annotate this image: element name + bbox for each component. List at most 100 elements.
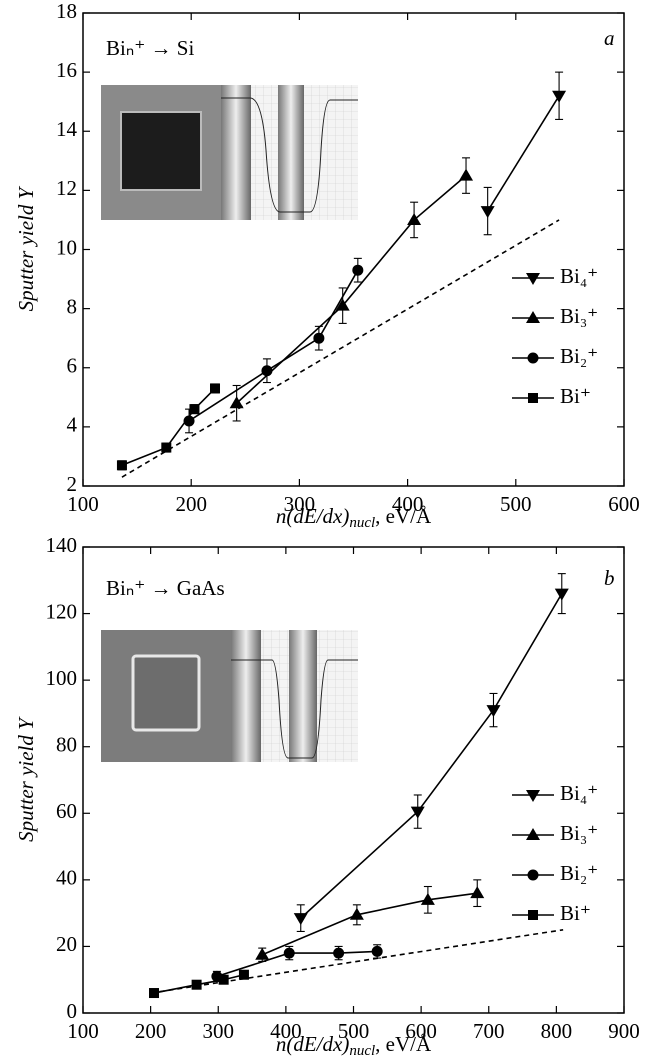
y-axis-label: Sputter yield Y	[14, 716, 38, 842]
y-tick-label: 6	[67, 354, 78, 378]
y-tick-label: 20	[56, 932, 77, 956]
marker	[189, 404, 200, 415]
marker	[211, 970, 223, 982]
marker	[349, 907, 364, 920]
x-label-sub: nucl	[349, 515, 375, 531]
marker	[526, 790, 540, 802]
series-line	[300, 593, 563, 919]
annotation: Biₙ⁺ → GaAs	[106, 576, 225, 600]
plot-frame	[82, 12, 625, 487]
marker	[352, 264, 364, 276]
fit-line	[150, 928, 564, 994]
marker	[149, 988, 160, 999]
x-label-sub: nucl	[349, 1043, 375, 1059]
marker	[335, 298, 350, 311]
y-tick-label: 8	[67, 294, 78, 318]
marker	[527, 869, 539, 881]
x-axis-label: n(dE/dx)nucl, eV/Å	[276, 504, 432, 532]
x-tick-label: 200	[135, 1019, 167, 1043]
marker	[480, 206, 495, 219]
marker	[371, 945, 383, 957]
y-tick-label: 10	[56, 235, 77, 259]
y-tick-label: 16	[56, 58, 77, 82]
x-tick-label: 400	[270, 1019, 302, 1043]
legend-label: Bi₃⁺	[560, 304, 598, 328]
y-axis-label: Sputter yield Y	[14, 185, 38, 311]
legend-label: Bi₃⁺	[560, 821, 598, 845]
x-tick-label: 400	[392, 492, 424, 516]
marker	[407, 212, 422, 225]
marker	[283, 947, 295, 959]
annotation: Biₙ⁺ → Si	[106, 36, 194, 60]
marker	[210, 383, 221, 394]
marker	[528, 393, 538, 403]
legend-label: Bi⁺	[560, 901, 591, 925]
x-tick-label: 500	[500, 492, 532, 516]
y-tick-label: 40	[56, 866, 77, 890]
series-line	[153, 973, 245, 994]
x-tick-label: 300	[203, 1019, 235, 1043]
x-label-main: n(dE/dx)	[276, 1032, 349, 1056]
y-tick-label: 14	[56, 117, 78, 141]
x-label-unit: , eV/Å	[375, 1032, 432, 1056]
y-tick-label: 120	[46, 599, 78, 623]
legend-label: Bi⁺	[560, 384, 591, 408]
x-tick-label: 100	[67, 492, 99, 516]
x-tick-label: 600	[608, 492, 640, 516]
series-line	[486, 95, 560, 212]
fit-line	[121, 219, 560, 478]
x-tick-label: 100	[67, 1019, 99, 1043]
series-line	[236, 174, 467, 404]
y-tick-label: 140	[46, 533, 78, 557]
x-label-unit: , eV/Å	[375, 504, 432, 528]
x-tick-label: 600	[405, 1019, 437, 1043]
panel-letter: b	[604, 566, 615, 590]
x-tick-label: 200	[175, 492, 207, 516]
marker	[552, 90, 567, 103]
marker	[161, 442, 172, 453]
marker	[333, 947, 345, 959]
marker	[116, 460, 127, 471]
legend-label: Bi₂⁺	[560, 344, 598, 368]
legend-label: Bi₄⁺	[560, 264, 598, 288]
marker	[293, 913, 308, 926]
inset-image	[101, 85, 358, 220]
marker	[554, 588, 569, 601]
y-tick-label: 12	[56, 176, 77, 200]
marker	[191, 979, 202, 990]
y-tick-label: 18	[56, 0, 77, 23]
x-axis-label: n(dE/dx)nucl, eV/Å	[276, 1032, 432, 1060]
series-line	[188, 269, 359, 422]
panel-letter: a	[604, 26, 615, 50]
marker	[526, 273, 540, 285]
y-tick-label: 80	[56, 733, 77, 757]
marker	[183, 415, 195, 427]
marker	[255, 947, 270, 960]
x-tick-label: 300	[284, 492, 316, 516]
x-tick-label: 700	[473, 1019, 505, 1043]
x-tick-label: 900	[608, 1019, 640, 1043]
plot-frame	[82, 546, 625, 1014]
x-tick-label: 500	[338, 1019, 370, 1043]
y-tick-label: 0	[67, 999, 78, 1023]
x-label-main: n(dE/dx)	[276, 504, 349, 528]
marker	[527, 352, 539, 364]
x-tick-label: 800	[541, 1019, 573, 1043]
legend-label: Bi₄⁺	[560, 781, 598, 805]
marker	[313, 332, 325, 344]
marker	[238, 969, 249, 980]
series-line	[261, 892, 478, 956]
marker	[459, 168, 474, 181]
marker	[486, 705, 501, 718]
marker	[526, 828, 540, 840]
marker	[229, 396, 244, 409]
marker	[420, 892, 435, 905]
inset-image	[101, 630, 358, 762]
marker	[528, 910, 538, 920]
series-line	[121, 387, 216, 467]
marker	[218, 974, 229, 985]
marker	[526, 311, 540, 323]
marker	[410, 806, 425, 819]
